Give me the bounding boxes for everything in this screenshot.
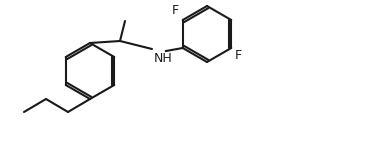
- Text: F: F: [172, 4, 179, 17]
- Text: NH: NH: [154, 52, 173, 65]
- Text: F: F: [235, 49, 242, 62]
